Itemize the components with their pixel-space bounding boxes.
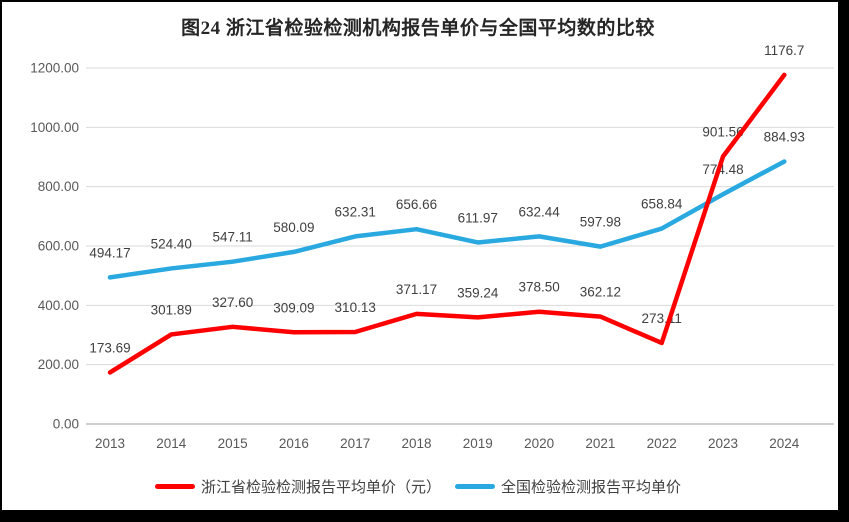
legend-label-zhejiang: 浙江省检验检测报告平均单价（元） <box>200 479 441 496</box>
y-axis-tick-label: 1200.00 <box>30 61 79 76</box>
data-label-zhejiang: 1176.7 <box>764 43 804 58</box>
x-axis-tick-label: 2024 <box>769 436 800 451</box>
legend-swatch-national <box>455 484 495 489</box>
legend-item-national: 全国检验检测报告平均单价 <box>455 476 681 497</box>
chart-panel <box>2 2 838 510</box>
y-axis-tick-label: 600.00 <box>38 239 79 254</box>
x-axis-tick-label: 2016 <box>279 436 309 451</box>
data-label-national: 611.97 <box>458 210 498 225</box>
chart-title: 图24 浙江省检验检测机构报告单价与全国平均数的比较 <box>181 18 655 39</box>
data-label-national: 774.48 <box>702 162 743 177</box>
data-label-zhejiang: 378.50 <box>518 280 559 295</box>
x-axis-tick-label: 2022 <box>647 436 677 451</box>
x-axis-tick-label: 2021 <box>585 436 615 451</box>
x-axis-tick-label: 2013 <box>95 436 125 451</box>
data-label-national: 547.11 <box>212 230 252 245</box>
data-label-national: 632.44 <box>518 204 560 219</box>
y-axis-tick-label: 0.00 <box>53 417 79 432</box>
x-axis-tick-label: 2017 <box>340 436 370 451</box>
legend-swatch-zhejiang <box>154 484 195 489</box>
x-axis-tick-label: 2019 <box>463 436 493 451</box>
series-line-national <box>107 159 787 280</box>
x-axis-tick-label: 2023 <box>708 436 738 451</box>
data-label-zhejiang: 301.89 <box>151 302 192 317</box>
data-label-national: 597.98 <box>580 215 621 230</box>
y-axis-tick-label: 400.00 <box>38 298 79 313</box>
data-label-zhejiang: 173.69 <box>89 340 130 355</box>
y-axis-tick-label: 800.00 <box>38 179 79 194</box>
y-axis-tick-label: 200.00 <box>38 357 79 372</box>
data-label-national: 524.40 <box>151 236 192 251</box>
data-label-national: 658.84 <box>641 197 683 212</box>
data-label-zhejiang: 371.17 <box>396 282 437 297</box>
x-axis-tick-label: 2020 <box>524 436 554 451</box>
series-line-zhejiang <box>107 72 787 375</box>
data-label-zhejiang: 901.56 <box>702 125 743 140</box>
legend-item-zhejiang: 浙江省检验检测报告平均单价（元） <box>154 476 441 497</box>
y-axis-tick-label: 1000.00 <box>30 120 79 135</box>
x-axis-tick-label: 2015 <box>218 436 248 451</box>
x-axis-tick-label: 2014 <box>156 436 187 451</box>
x-axis-tick-label: 2018 <box>401 436 431 451</box>
data-label-national: 580.09 <box>273 220 314 235</box>
chart-legend: 浙江省检验检测报告平均单价（元） 全国检验检测报告平均单价 <box>0 476 836 497</box>
data-label-zhejiang: 362.12 <box>580 285 621 300</box>
data-label-zhejiang: 309.09 <box>273 300 314 315</box>
legend-label-national: 全国检验检测报告平均单价 <box>501 479 682 496</box>
data-label-national: 632.31 <box>335 204 376 219</box>
data-label-zhejiang: 273.11 <box>642 311 682 326</box>
data-label-zhejiang: 359.24 <box>457 285 499 300</box>
data-label-zhejiang: 327.60 <box>212 295 253 310</box>
data-label-national: 494.17 <box>89 245 130 260</box>
data-label-zhejiang: 310.13 <box>335 300 376 315</box>
data-label-national: 656.66 <box>396 197 437 212</box>
data-label-national: 884.93 <box>764 129 805 144</box>
